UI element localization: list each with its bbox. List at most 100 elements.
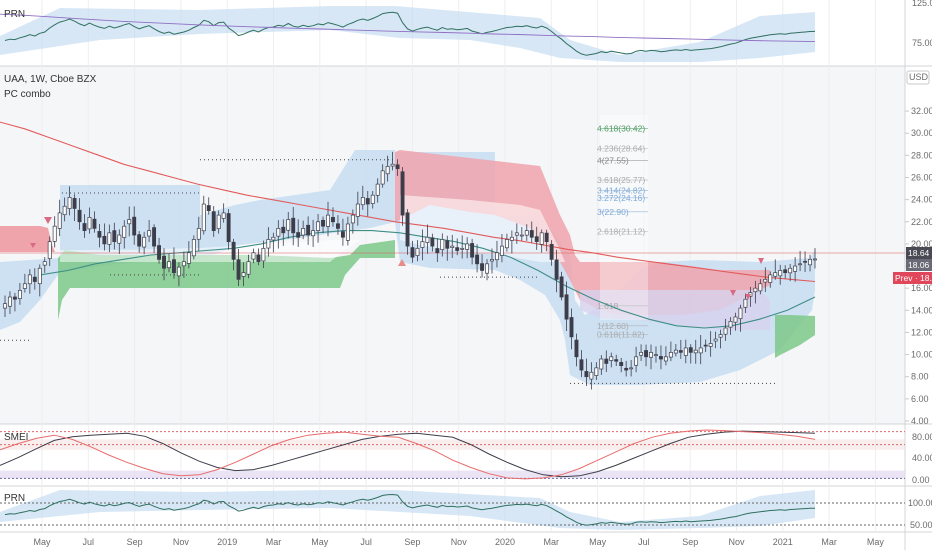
fib-level-label: 0.618(11.82) <box>597 329 645 339</box>
candle-up <box>276 228 281 237</box>
candle-down <box>162 255 166 269</box>
currency-button[interactable] <box>906 70 930 85</box>
candle-down <box>614 359 619 362</box>
candle-up <box>773 272 778 277</box>
bottom-price-line <box>4 493 815 526</box>
bottom-axis-tick: 100.00 <box>908 498 932 508</box>
prev-badge <box>893 272 932 284</box>
time-axis-label: Jul <box>638 537 650 547</box>
buy-marker <box>398 259 406 266</box>
price-axis-tick-label: 10.00 <box>911 350 932 360</box>
smei-pane-label: SMEI <box>4 432 28 443</box>
red-resistance-band-2 <box>395 150 770 315</box>
candle-up <box>609 356 614 361</box>
candle-down <box>430 237 435 247</box>
candle-up <box>499 245 504 256</box>
candle-down <box>549 243 554 260</box>
price-badge <box>906 247 932 259</box>
bottom-axis-tick: 50.00 <box>910 520 932 530</box>
price-axis-tick-label: 8.00 <box>911 372 929 382</box>
candle-up <box>167 261 171 269</box>
candle-up <box>286 219 291 231</box>
candle-up <box>311 230 316 237</box>
price-axis-tick-label: 14.00 <box>911 305 932 315</box>
time-axis-label: Sep <box>404 537 420 547</box>
candle-up <box>768 274 773 283</box>
candle-up <box>509 236 514 241</box>
candle-down <box>331 217 335 223</box>
candle-down <box>97 231 102 238</box>
candle-down <box>455 247 460 251</box>
candle-up <box>196 228 201 240</box>
candle-down <box>529 230 534 238</box>
candle-up <box>8 296 12 307</box>
candle-up <box>420 241 425 248</box>
fib-level-label: 4.236(28.64) <box>597 143 645 153</box>
candle-up <box>201 203 206 232</box>
candle-down <box>470 243 475 258</box>
candle-up <box>490 259 494 262</box>
candle-up <box>654 354 658 356</box>
time-axis-label: Mar <box>821 537 837 547</box>
candle-up <box>375 183 380 196</box>
main-bands <box>0 150 815 385</box>
candle-up <box>17 290 22 299</box>
candle-up <box>216 214 221 230</box>
candle-up <box>117 234 122 244</box>
candle-up <box>778 270 783 277</box>
candle-up <box>316 221 321 231</box>
prev-badge-text: Prev · 18.63 <box>895 273 932 283</box>
candle-up <box>728 321 733 328</box>
sell-marker <box>44 217 52 224</box>
candle-up <box>589 371 594 380</box>
candle-down <box>132 216 137 236</box>
candle-down <box>291 217 296 234</box>
candle-down <box>211 211 216 231</box>
candle-up <box>221 212 226 219</box>
candle-down <box>335 223 340 229</box>
green-support-band-right <box>775 315 815 358</box>
candle-up <box>514 232 519 236</box>
candle-up <box>808 259 812 266</box>
candle-up <box>42 261 47 266</box>
candle-up <box>62 205 67 216</box>
candle-up <box>301 228 306 236</box>
smei-pane <box>0 429 905 480</box>
candle-up <box>37 267 42 285</box>
candle-up <box>415 247 420 256</box>
candle-up <box>241 272 246 277</box>
secondary-price-badge <box>906 259 932 271</box>
candle-up <box>753 287 758 293</box>
candle-up <box>127 219 132 225</box>
time-axis-label: Mar <box>266 537 282 547</box>
candle-up <box>738 307 743 320</box>
candle-down <box>445 240 450 249</box>
candle-up <box>345 223 350 241</box>
candle-up <box>147 230 152 237</box>
candle-down <box>559 276 564 298</box>
sell-marker <box>745 294 751 300</box>
candle-up <box>793 265 798 272</box>
candle-up <box>504 239 509 249</box>
fib-level-label: 4(27.55) <box>597 155 629 165</box>
candle-up <box>355 203 360 217</box>
time-axis-label: Mar <box>544 537 560 547</box>
time-axis-label: May <box>311 537 329 547</box>
time-axis-label: May <box>867 537 885 547</box>
candle-up <box>673 349 678 354</box>
candle-down <box>584 371 589 378</box>
candle-down <box>564 294 569 320</box>
candle-down <box>321 219 325 227</box>
candle-up <box>370 194 375 204</box>
candle-up <box>758 283 763 292</box>
time-axis-label: 2021 <box>773 537 793 547</box>
candle-up <box>743 298 748 308</box>
price-badge-text: 18.64 <box>908 248 930 258</box>
time-axis-label: Nov <box>173 537 190 547</box>
candle-up <box>47 241 52 259</box>
fib-level-label: 3.618(25.77) <box>597 175 645 185</box>
candle-up <box>191 239 196 257</box>
candle-up <box>763 278 768 283</box>
candle-up <box>440 239 445 251</box>
candle-down <box>102 235 107 245</box>
